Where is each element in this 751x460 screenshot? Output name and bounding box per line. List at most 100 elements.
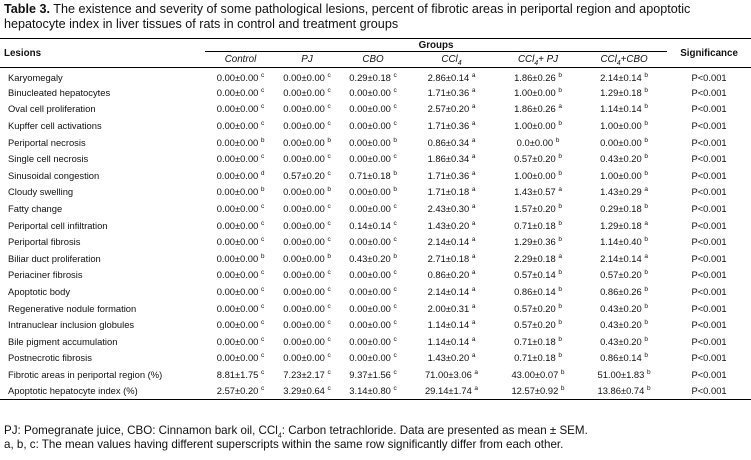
significance-superscript: a	[471, 269, 476, 277]
mean-sem-value: 1.43±0.29	[600, 186, 642, 198]
value-cell: 0.43±0.20 b	[581, 150, 667, 167]
mean-sem-value: 0.00±0.00	[216, 86, 259, 98]
significance-superscript: c	[327, 103, 331, 111]
mean-sem-value: 0.29±0.18	[349, 71, 391, 83]
mean-sem-value: 1.57±0.20	[514, 203, 556, 215]
mean-sem-value: 1.29±0.36	[514, 236, 556, 248]
significance-superscript: c	[393, 368, 397, 376]
value-cell: 1.00±0.00 b	[495, 117, 581, 134]
significance-superscript: a	[471, 285, 476, 293]
value-cell: 1.43±0.20 a	[408, 350, 495, 367]
significance-superscript: c	[327, 153, 331, 161]
significance-superscript: b	[558, 71, 562, 79]
value-cell: 43.00±0.07 b	[495, 366, 581, 383]
mean-sem-value: 1.71±0.36	[427, 120, 470, 132]
lesion-name: Regenerative nodule formation	[8, 302, 137, 314]
value-cell: 3.14±0.80 c	[338, 382, 408, 400]
significance-superscript: c	[327, 269, 331, 277]
mean-sem-value: 1.14±0.40	[600, 236, 642, 248]
significance-superscript: c	[261, 202, 265, 210]
significance-value: P<0.001	[691, 120, 727, 132]
significance-superscript: c	[327, 86, 331, 94]
value-cell: 0.00±0.00 c	[205, 217, 276, 234]
lesion-name: Sinusoidal congestion	[8, 169, 100, 181]
mean-sem-value: 0.57±0.20	[514, 153, 556, 165]
value-cell: 0.71±0.18 b	[495, 333, 581, 350]
mean-sem-value: 1.71±0.36	[427, 86, 470, 98]
value-cell: 1.00±0.00 b	[495, 167, 581, 184]
significance-superscript: c	[261, 302, 265, 310]
significance-superscript: c	[261, 368, 265, 376]
value-cell: 0.00±0.00 c	[276, 300, 338, 317]
mean-sem-value: 0.00±0.00	[349, 120, 391, 132]
table-row: Intranuclear inclusion globules 0.00±0.00…	[0, 316, 751, 333]
lesion-name: Cloudy swelling	[8, 186, 74, 198]
significance-superscript: c	[261, 86, 265, 94]
significance-superscript: c	[327, 285, 331, 293]
significance-superscript: b	[558, 236, 562, 244]
mean-sem-value: 3.14±0.80	[349, 385, 391, 397]
value-cell: 0.57±0.20 b	[495, 316, 581, 333]
table-caption: Table 3. The existence and severity of s…	[4, 2, 746, 32]
significance-superscript: c	[393, 285, 397, 293]
significance-superscript: b	[558, 285, 562, 293]
significance-superscript: c	[393, 302, 397, 310]
significance-superscript: a	[471, 202, 476, 210]
mean-sem-value: 2.57±0.20	[427, 103, 470, 115]
value-cell: 2.86±0.14 a	[408, 67, 495, 85]
significance-superscript: c	[261, 335, 265, 343]
significance-superscript: c	[393, 319, 397, 327]
mean-sem-value: 71.00±3.06	[424, 368, 472, 380]
mean-sem-value: 0.00±0.00	[216, 203, 259, 215]
value-cell: 0.00±0.00 c	[276, 150, 338, 167]
mean-sem-value: 0.86±0.14	[514, 286, 556, 298]
significance-superscript: b	[644, 119, 648, 127]
value-cell: 1.57±0.20 b	[495, 200, 581, 217]
lesion-name: Apoptotic hepatocyte index (%)	[0, 382, 205, 400]
mean-sem-value: 0.00±0.00	[349, 103, 391, 115]
value-cell: 1.71±0.36 a	[408, 167, 495, 184]
mean-sem-value: 0.00±0.00	[349, 136, 391, 148]
value-cell: 0.00±0.00 c	[205, 283, 276, 300]
significance-value: P<0.001	[691, 169, 727, 181]
mean-sem-value: 0.57±0.20	[283, 169, 325, 181]
mean-sem-value: 0.71±0.18	[514, 335, 556, 347]
value-cell: 2.57±0.20 c	[205, 382, 276, 400]
significance-superscript: c	[327, 385, 331, 393]
value-cell: 0.00±0.00 c	[276, 67, 338, 85]
significance-superscript: a	[471, 71, 476, 79]
significance-superscript: c	[261, 385, 265, 393]
mean-sem-value: 8.81±1.75	[216, 368, 259, 380]
significance-superscript: c	[261, 119, 265, 127]
value-cell: 0.0±0.00 b	[495, 134, 581, 151]
group-header-0: Control	[205, 51, 276, 68]
significance-superscript: a	[471, 302, 476, 310]
value-cell: 0.00±0.00 c	[205, 316, 276, 333]
value-cell: 1.43±0.57 a	[495, 184, 581, 201]
mean-sem-value: 1.43±0.57	[514, 186, 556, 198]
footnote-abbrev-text-2: : Carbon tetrachloride. Data are present…	[281, 424, 588, 437]
significance-superscript: a	[471, 136, 476, 144]
value-cell: 0.00±0.00 c	[205, 233, 276, 250]
mean-sem-value: 2.14±0.14	[600, 71, 642, 83]
significance-superscript: c	[393, 103, 397, 111]
mean-sem-value: 0.00±0.00	[216, 136, 259, 148]
value-cell: 0.00±0.00 c	[276, 101, 338, 118]
significance-superscript: a	[471, 352, 476, 360]
lesions-table: Lesions Groups Significance Control PJ CBO…	[0, 38, 751, 400]
value-cell: 1.43±0.29 a	[581, 184, 667, 201]
mean-sem-value: 0.14±0.14	[349, 219, 391, 231]
value-cell: 0.57±0.20 c	[276, 167, 338, 184]
value-cell: 0.00±0.00 c	[338, 84, 408, 101]
mean-sem-value: 1.71±0.36	[427, 169, 470, 181]
mean-sem-value: 0.00±0.00	[283, 203, 325, 215]
mean-sem-value: 0.00±0.00	[349, 153, 391, 165]
significance-superscript: a	[558, 103, 562, 111]
significance-superscript: b	[393, 252, 397, 260]
significance-superscript: b	[558, 153, 562, 161]
significance-value: P<0.001	[691, 352, 727, 364]
table-row: Periportal fibrosis 0.00±0.00 c 0.00±0.00 …	[0, 233, 751, 250]
significance-superscript: b	[558, 319, 562, 327]
value-cell: 0.71±0.18 b	[495, 350, 581, 367]
mean-sem-value: 0.00±0.00	[283, 252, 325, 264]
